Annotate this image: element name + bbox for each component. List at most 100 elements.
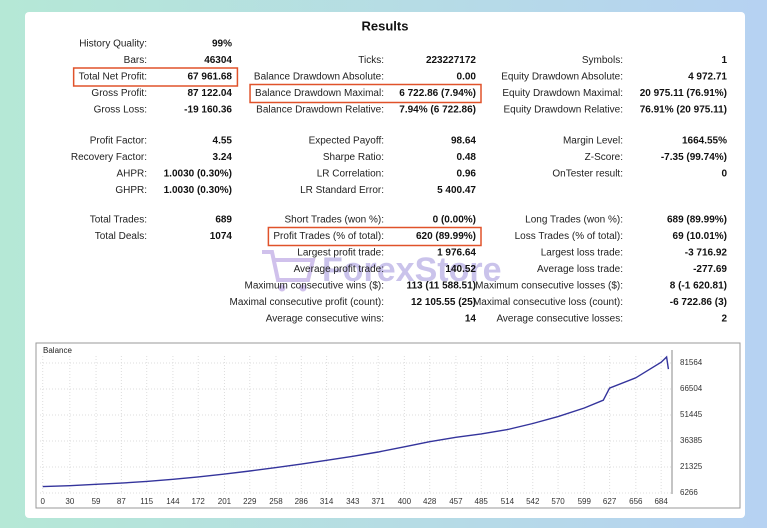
y-tick-label: 81564 bbox=[680, 358, 703, 367]
stat-label: Gross Loss: bbox=[94, 105, 147, 116]
x-tick-label: 371 bbox=[371, 497, 385, 506]
stat-value: 223227172 bbox=[426, 55, 476, 66]
x-tick-label: 457 bbox=[449, 497, 463, 506]
stat-label: Equity Drawdown Relative: bbox=[504, 105, 624, 116]
stat-value: 12 105.55 (25) bbox=[411, 297, 476, 308]
stat-label: Balance Drawdown Maximal: bbox=[255, 88, 384, 99]
x-tick-label: 30 bbox=[65, 497, 74, 506]
stat-value: 1.0030 (0.30%) bbox=[164, 185, 232, 196]
stat-value: 113 (11 588.51) bbox=[406, 281, 476, 292]
stat-label: Short Trades (won %): bbox=[285, 215, 384, 226]
x-tick-label: 172 bbox=[192, 497, 206, 506]
stat-label: LR Correlation: bbox=[317, 169, 384, 180]
stat-value: -19 160.36 bbox=[184, 105, 232, 116]
stat-label: Average profit trade: bbox=[294, 264, 384, 275]
chart-frame bbox=[35, 342, 741, 509]
stat-value: 3.24 bbox=[213, 152, 233, 163]
x-tick-label: 314 bbox=[320, 497, 334, 506]
stat-label: AHPR: bbox=[116, 169, 147, 180]
stat-value: 99% bbox=[212, 39, 232, 50]
report-rows: History Quality: 99% Bars: 46304 Ticks: 22322… bbox=[71, 39, 728, 325]
x-tick-label: 59 bbox=[92, 497, 101, 506]
x-tick-label: 115 bbox=[140, 497, 153, 506]
y-tick-label: 66504 bbox=[680, 384, 703, 393]
x-tick-label: 87 bbox=[117, 497, 126, 506]
x-tick-label: 599 bbox=[578, 497, 592, 506]
stat-value: 5 400.47 bbox=[437, 185, 476, 196]
stat-value: 0.96 bbox=[457, 169, 477, 180]
x-tick-label: 258 bbox=[269, 497, 283, 506]
stat-label: Equity Drawdown Maximal: bbox=[502, 88, 623, 99]
stat-label: Total Deals: bbox=[95, 231, 147, 242]
stat-label: Ticks: bbox=[358, 55, 384, 66]
stat-label: Margin Level: bbox=[563, 136, 623, 147]
highlight-box bbox=[249, 83, 482, 104]
stat-value: 4 972.71 bbox=[688, 72, 727, 83]
stat-value: 8 (-1 620.81) bbox=[670, 281, 727, 292]
stat-value: 20 975.11 (76.91%) bbox=[640, 88, 727, 99]
stat-value: 76.91% (20 975.11) bbox=[640, 105, 727, 116]
cart-wheel bbox=[299, 284, 307, 292]
balance-line bbox=[42, 355, 670, 488]
stat-label: GHPR: bbox=[115, 185, 147, 196]
stat-value: 98.64 bbox=[451, 136, 476, 147]
stat-value: 0.00 bbox=[457, 72, 477, 83]
report-title: Results bbox=[362, 18, 409, 33]
stat-label: Gross Profit: bbox=[91, 88, 147, 99]
x-tick-label: 485 bbox=[475, 497, 489, 506]
x-tick-label: 542 bbox=[526, 497, 540, 506]
stat-value: -6 722.86 (3) bbox=[670, 297, 727, 308]
stat-label: Bars: bbox=[124, 55, 147, 66]
stat-value: 1074 bbox=[210, 231, 233, 242]
stat-value: 689 bbox=[215, 215, 232, 226]
stat-value: 46304 bbox=[204, 55, 232, 66]
stat-label: Sharpe Ratio: bbox=[323, 152, 384, 163]
stat-label: Long Trades (won %): bbox=[525, 215, 623, 226]
watermark: ForexStore bbox=[262, 250, 502, 292]
stat-value: 0.48 bbox=[457, 152, 477, 163]
stat-label: Maximum consecutive wins ($): bbox=[245, 281, 384, 292]
stat-value: -277.69 bbox=[693, 264, 727, 275]
stat-value: 69 (10.01%) bbox=[673, 231, 727, 242]
x-tick-label: 514 bbox=[501, 497, 515, 506]
stat-label: Largest loss trade: bbox=[541, 248, 623, 259]
stat-value: 1 bbox=[721, 55, 727, 66]
x-tick-label: 144 bbox=[166, 497, 180, 506]
stat-value: 620 (89.99%) bbox=[416, 231, 476, 242]
x-tick-label: 400 bbox=[398, 497, 412, 506]
y-tick-label: 21325 bbox=[680, 462, 703, 471]
y-tick-label: 6266 bbox=[680, 488, 698, 497]
stat-label: Balance Drawdown Absolute: bbox=[254, 72, 384, 83]
stat-label: Maximal consecutive profit (count): bbox=[229, 297, 384, 308]
stat-label: Largest profit trade: bbox=[297, 248, 384, 259]
cart-wheel bbox=[278, 284, 286, 292]
stat-label: Average consecutive wins: bbox=[266, 314, 384, 325]
x-tick-label: 286 bbox=[295, 497, 309, 506]
stat-label: Balance Drawdown Relative: bbox=[256, 105, 384, 116]
x-tick-label: 428 bbox=[423, 497, 437, 506]
stat-value: 87 122.04 bbox=[188, 88, 233, 99]
stat-value: 1.0030 (0.30%) bbox=[164, 169, 232, 180]
stat-label: OnTester result: bbox=[552, 169, 623, 180]
chart-title: Balance bbox=[43, 346, 72, 355]
y-tick-label: 51445 bbox=[680, 410, 703, 419]
x-tick-label: 229 bbox=[243, 497, 257, 506]
stat-value: 4.55 bbox=[213, 136, 233, 147]
stat-label: Average consecutive losses: bbox=[496, 314, 623, 325]
stat-value: 0 bbox=[721, 169, 727, 180]
x-tick-label: 0 bbox=[40, 497, 45, 506]
watermark-text: ForexStore bbox=[322, 251, 502, 289]
stat-value: 689 (89.99%) bbox=[667, 215, 727, 226]
x-tick-label: 656 bbox=[629, 497, 643, 506]
stat-label: Profit Factor: bbox=[90, 136, 147, 147]
chart: 6266 21325 36385 51445 66504 81564 0 30 59 87 115 1… bbox=[40, 350, 703, 506]
stat-label: Recovery Factor: bbox=[71, 152, 147, 163]
y-tick-label: 36385 bbox=[680, 436, 703, 445]
x-tick-label: 570 bbox=[551, 497, 565, 506]
stat-value: 140.52 bbox=[445, 264, 476, 275]
stat-label: Total Net Profit: bbox=[79, 72, 147, 83]
stat-label: Total Trades: bbox=[90, 215, 147, 226]
cart-icon bbox=[262, 250, 316, 282]
stat-value: -3 716.92 bbox=[685, 248, 728, 259]
